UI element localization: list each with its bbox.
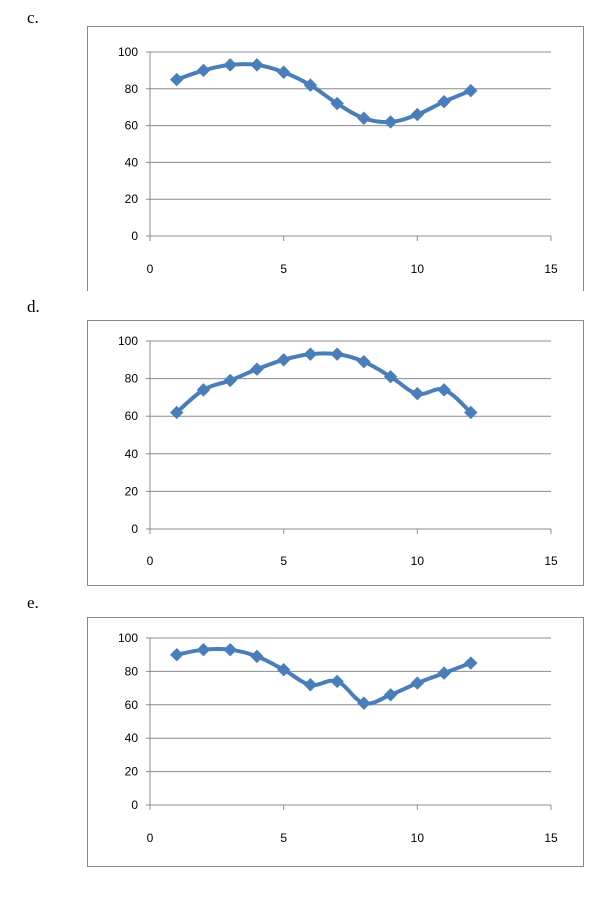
data-point-e-3 [223, 642, 237, 657]
line-chart-e: 0 20 40 60 80 100 0 5 10 15 [118, 631, 558, 845]
series-line-d [175, 351, 473, 414]
data-point-c-9 [383, 115, 398, 129]
data-point-e-6 [303, 678, 318, 692]
x-tick-label-e-15: 15 [544, 831, 558, 845]
y-tick-label-e-20: 20 [125, 765, 139, 779]
chart-panel-c: 0 20 40 60 80 100 0 5 10 15 [87, 26, 584, 291]
option-label-e: e. [27, 593, 39, 612]
data-point-e-11 [437, 666, 451, 680]
data-point-c-7 [330, 96, 344, 111]
x-tick-label-c-0: 0 [147, 262, 154, 276]
data-point-c-10 [410, 107, 425, 122]
data-point-c-12 [464, 83, 478, 98]
y-tick-label-d-80: 80 [125, 372, 139, 386]
x-tick-label-d-15: 15 [544, 554, 558, 568]
y-tick-label-c-0: 0 [131, 229, 138, 243]
y-tick-label-d-40: 40 [125, 447, 139, 461]
data-point-d-11 [437, 383, 451, 397]
data-point-c-6 [303, 78, 318, 92]
data-point-d-9 [383, 370, 398, 384]
x-tick-label-e-5: 5 [280, 831, 287, 845]
option-label-d: d. [27, 297, 40, 316]
y-tick-label-c-60: 60 [125, 119, 139, 133]
line-chart-d: 0 20 40 60 80 100 0 5 10 15 [118, 334, 558, 568]
y-tick-label-d-0: 0 [131, 522, 138, 536]
y-tick-label-d-20: 20 [125, 484, 139, 498]
data-point-c-8 [357, 111, 371, 125]
x-tick-label-e-0: 0 [147, 831, 154, 845]
data-point-e-1 [170, 647, 184, 662]
x-tick-label-c-15: 15 [544, 262, 558, 276]
data-point-e-2 [196, 642, 211, 657]
data-point-c-5 [276, 65, 291, 79]
data-point-c-1 [170, 72, 184, 87]
series-line-c [176, 62, 472, 125]
y-tick-label-e-40: 40 [125, 731, 139, 745]
data-point-c-4 [250, 58, 264, 72]
data-point-d-3 [223, 373, 237, 388]
y-tick-label-e-0: 0 [131, 798, 138, 812]
y-tick-label-e-80: 80 [125, 664, 139, 678]
chart-panel-d: 0 20 40 60 80 100 0 5 10 15 [87, 320, 584, 586]
data-point-c-11 [437, 94, 451, 109]
x-tick-label-d-5: 5 [280, 554, 287, 568]
y-tick-label-c-40: 40 [125, 155, 139, 169]
data-point-d-6 [303, 347, 318, 361]
data-point-d-7 [330, 347, 344, 361]
y-tick-label-c-80: 80 [125, 82, 139, 96]
data-point-e-8 [357, 696, 371, 710]
data-point-e-5 [276, 663, 291, 677]
x-tick-label-c-10: 10 [411, 262, 425, 276]
data-point-d-1 [170, 405, 184, 420]
line-chart-c: 0 20 40 60 80 100 0 5 10 15 [118, 45, 558, 276]
y-tick-label-d-60: 60 [125, 409, 139, 423]
y-tick-label-d-100: 100 [118, 334, 138, 348]
chart-panel-e: 0 20 40 60 80 100 0 5 10 15 [87, 617, 584, 867]
y-tick-label-c-20: 20 [125, 192, 139, 206]
data-point-d-10 [410, 386, 425, 401]
series-line-e [176, 646, 472, 706]
y-tick-label-c-100: 100 [118, 45, 138, 59]
data-point-d-5 [276, 353, 291, 367]
x-tick-label-d-0: 0 [147, 554, 154, 568]
y-tick-label-e-100: 100 [118, 631, 138, 645]
x-tick-label-c-5: 5 [280, 262, 287, 276]
data-point-c-2 [196, 63, 211, 78]
data-point-e-12 [464, 656, 478, 670]
data-point-e-10 [410, 676, 425, 690]
data-point-e-4 [250, 649, 264, 664]
option-label-c: c. [27, 8, 39, 27]
data-point-e-9 [383, 688, 398, 702]
data-point-c-3 [223, 58, 237, 72]
data-point-d-4 [250, 362, 264, 376]
data-point-d-2 [196, 383, 211, 397]
x-tick-label-e-10: 10 [411, 831, 425, 845]
data-point-e-7 [330, 674, 344, 689]
x-tick-label-d-10: 10 [411, 554, 425, 568]
data-point-d-12 [464, 405, 478, 420]
data-point-d-8 [357, 354, 371, 369]
y-tick-label-e-60: 60 [125, 698, 139, 712]
